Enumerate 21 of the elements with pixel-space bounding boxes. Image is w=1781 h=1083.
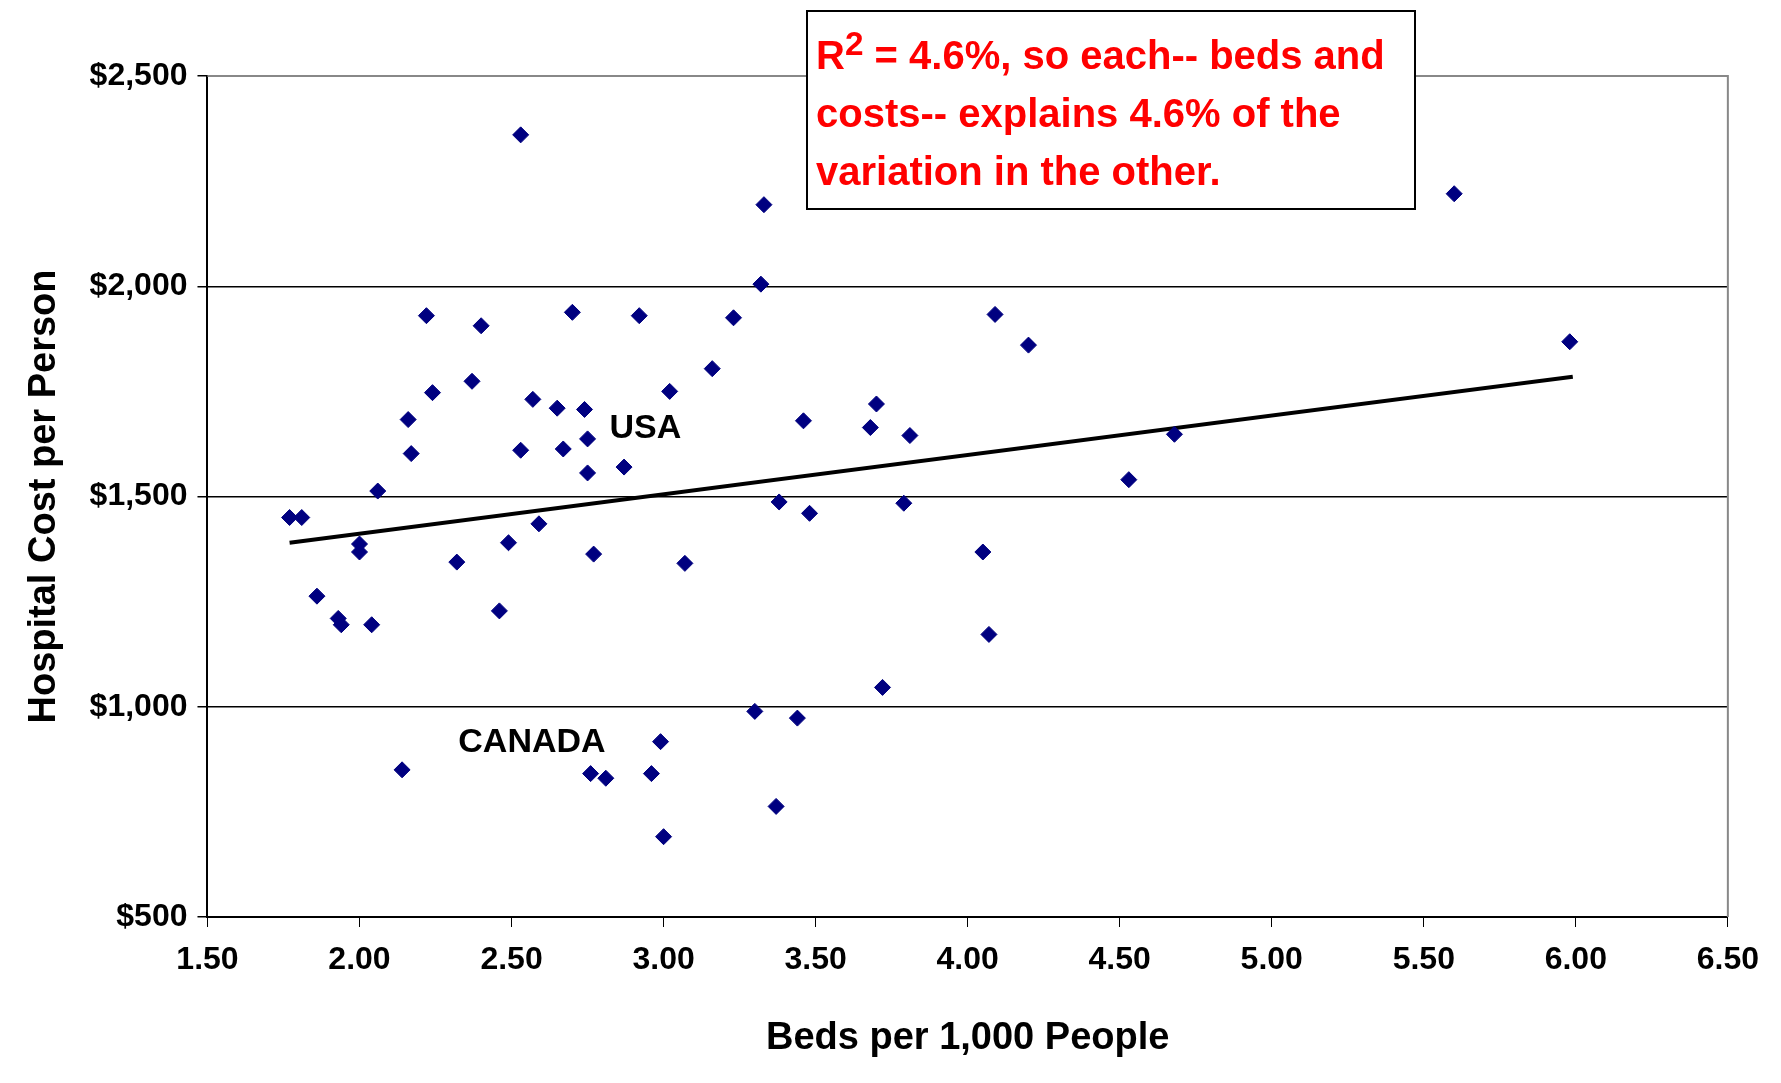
y-tick-label: $1,500	[89, 476, 188, 513]
annotation: R$^{2}$ = 4.6%, so each-- beds and costs-- explains 4.6% of the variation in the other.	[806, 10, 1416, 211]
x-tick-label: 4.50	[1088, 940, 1151, 977]
x-tick-label: 1.50	[176, 940, 239, 977]
x-tick-label: 2.00	[328, 940, 391, 977]
x-tick-label: 6.00	[1544, 940, 1607, 977]
x-axis-title: Beds per 1,000 People	[765, 1014, 1170, 1057]
annotation: CANADA	[458, 720, 606, 759]
x-tick-label: 3.50	[784, 940, 847, 977]
y-axis-title: Hospital Cost per Person	[21, 269, 64, 724]
x-tick-label: 5.00	[1240, 940, 1303, 977]
x-tick-label: 2.50	[480, 940, 543, 977]
x-tick-label: 6.50	[1696, 940, 1759, 977]
annotation: USA	[609, 407, 682, 446]
x-tick-label: 3.00	[632, 940, 695, 977]
y-tick-label: $2,000	[89, 266, 188, 303]
y-tick-label: $1,000	[89, 686, 188, 723]
x-tick-label: 5.50	[1392, 940, 1455, 977]
y-tick-label: $500	[116, 896, 188, 933]
x-tick-label: 4.00	[936, 940, 999, 977]
y-tick-label: $2,500	[89, 55, 188, 92]
